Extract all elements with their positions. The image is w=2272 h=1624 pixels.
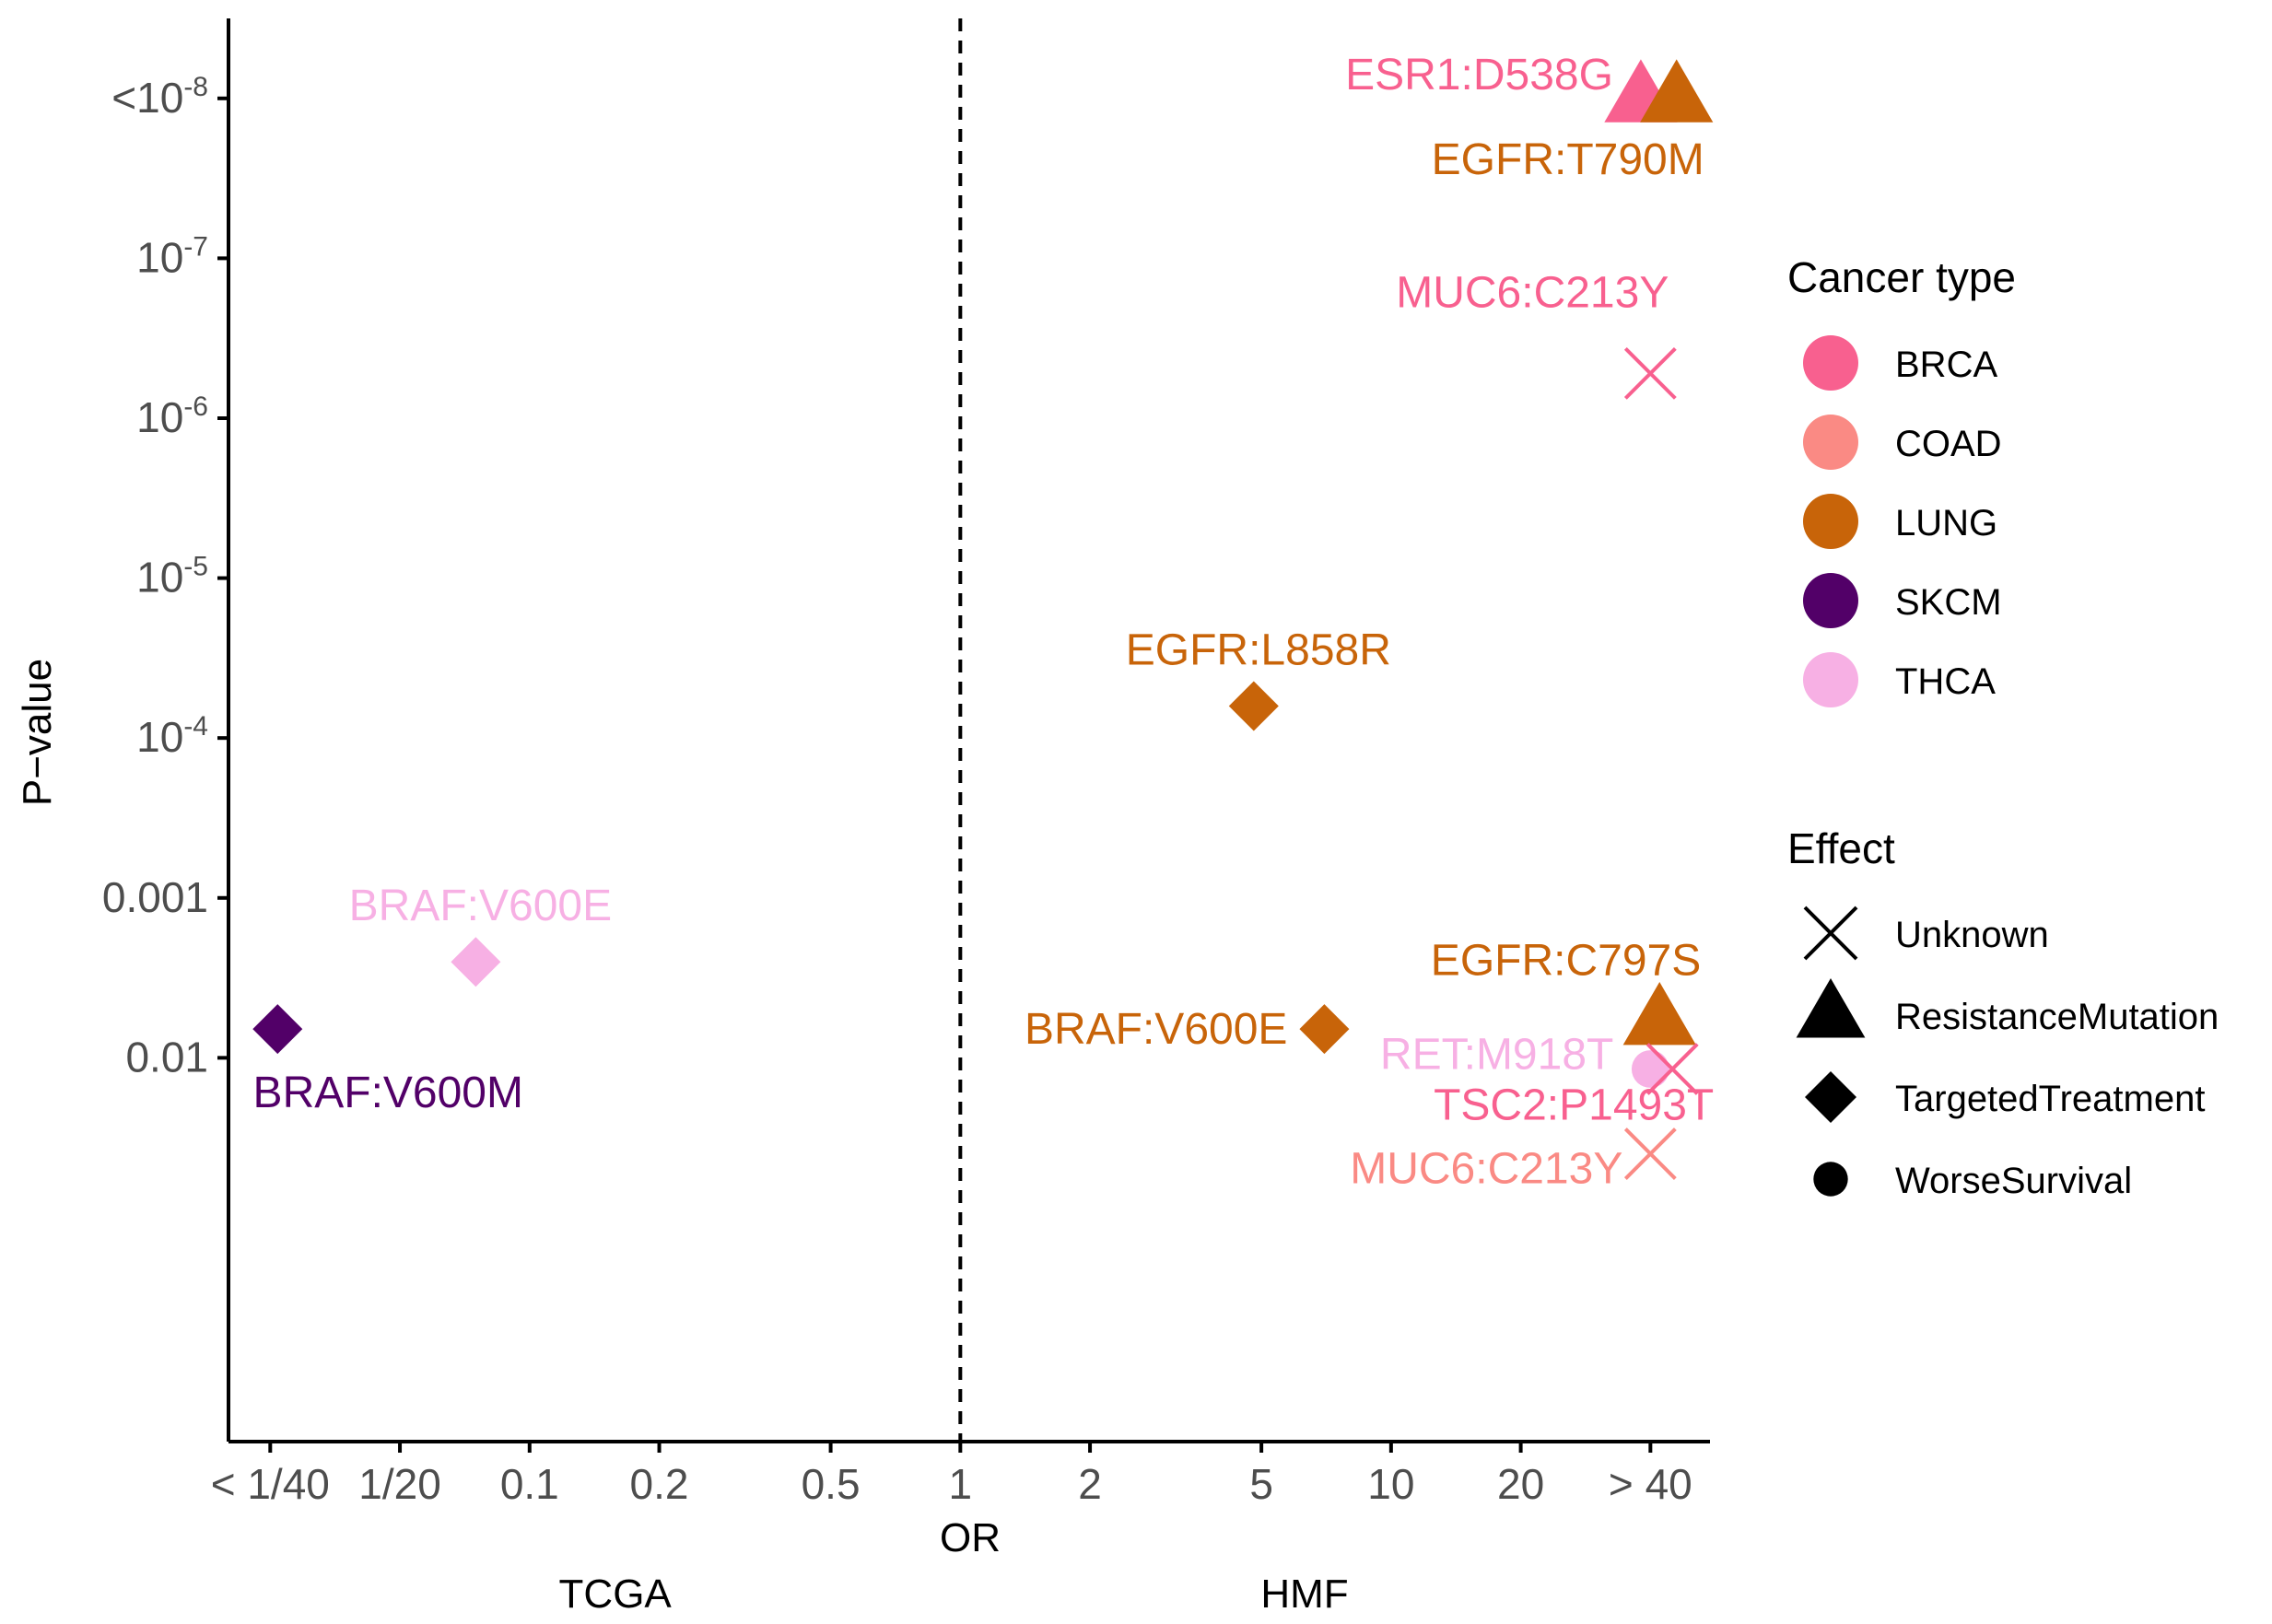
point-label: BRAF:V600M bbox=[253, 1069, 523, 1117]
legend-label: WorseSurvival bbox=[1895, 1161, 2132, 1201]
point-label: TSC2:P1493T bbox=[1434, 1081, 1714, 1130]
legend-label: SKCM bbox=[1895, 582, 2002, 623]
point-egfr-c797s bbox=[1622, 982, 1696, 1046]
x-tick-label: > 40 bbox=[1609, 1460, 1692, 1508]
x-tick-label: 2 bbox=[1078, 1460, 1102, 1508]
y-ticks: <10-8 10-7 10-6 10-5 10-4 0.001 0.01 bbox=[102, 72, 228, 1081]
x-tick-label: 0.5 bbox=[802, 1460, 861, 1508]
point-label: BRAF:V600E bbox=[349, 882, 612, 930]
legend-key-lung bbox=[1803, 494, 1858, 549]
point-labels: ESR1:D538G EGFR:T790M MUC6:C213Y EGFR:L858R… bbox=[253, 51, 1715, 1194]
legend-effect: Effect Unknown ResistanceMutation Targeted… bbox=[1787, 824, 2219, 1201]
legend-label: BRCA bbox=[1895, 345, 1997, 385]
legend-key-brca bbox=[1803, 335, 1858, 391]
point-label: EGFR:T790M bbox=[1432, 135, 1704, 184]
point-muc6-c213y bbox=[1623, 346, 1677, 400]
legend-label: ResistanceMutation bbox=[1895, 997, 2219, 1037]
legend-label: LUNG bbox=[1895, 503, 1997, 543]
legend-cancer-title: Cancer type bbox=[1787, 253, 2016, 301]
y-tick-label: 10-6 bbox=[136, 391, 208, 441]
y-tick-label: 10-7 bbox=[136, 231, 208, 281]
legend-label: COAD bbox=[1895, 424, 2002, 464]
legend-key-thca bbox=[1803, 652, 1858, 707]
group-labels: TCGA HMF bbox=[559, 1571, 1349, 1617]
point-muc6-c213y bbox=[1623, 1127, 1677, 1180]
group-label-hmf: HMF bbox=[1260, 1571, 1348, 1617]
x-tick-label: 10 bbox=[1367, 1460, 1414, 1508]
point-egfr-l858r bbox=[1228, 681, 1279, 731]
y-tick-label: 10-5 bbox=[136, 552, 208, 602]
y-tick-label: 10-4 bbox=[136, 711, 208, 761]
point-ret-m918t bbox=[1631, 1050, 1669, 1088]
x-tick-label: 1 bbox=[949, 1460, 973, 1508]
point-label: MUC6:C213Y bbox=[1396, 268, 1669, 317]
group-label-tcga: TCGA bbox=[559, 1571, 673, 1617]
point-egfr-t790m bbox=[1640, 59, 1714, 123]
legend-label: THCA bbox=[1895, 661, 1996, 702]
data-points bbox=[252, 59, 1714, 1180]
y-tick-label: 0.001 bbox=[102, 873, 208, 921]
x-axis-title: OR bbox=[940, 1515, 1001, 1560]
legend-key-worsesurvival bbox=[1813, 1162, 1848, 1197]
legend-label: Unknown bbox=[1895, 915, 2049, 955]
x-tick-label: 5 bbox=[1249, 1460, 1273, 1508]
legend-effect-title: Effect bbox=[1787, 824, 1895, 872]
point-braf-v600e bbox=[451, 937, 501, 987]
point-label: RET:M918T bbox=[1380, 1031, 1613, 1080]
legend-cancer-type: Cancer type BRCA COAD LUNG SKCM THCA bbox=[1787, 253, 2016, 707]
legend-key-skcm bbox=[1803, 573, 1858, 628]
point-label: BRAF:V600E bbox=[1025, 1005, 1287, 1054]
point-braf-v600e bbox=[1299, 1004, 1350, 1055]
x-tick-label: 1/20 bbox=[358, 1460, 441, 1508]
legend-key-coad bbox=[1803, 415, 1858, 470]
x-tick-label: 0.2 bbox=[630, 1460, 689, 1508]
legend-key-resistancemutation bbox=[1796, 977, 1866, 1038]
legend-key-unknown bbox=[1803, 905, 1858, 961]
point-tsc2-p1493t bbox=[1645, 1043, 1699, 1095]
point-label: EGFR:L858R bbox=[1126, 625, 1391, 674]
legend-label: TargetedTreatment bbox=[1895, 1079, 2205, 1119]
y-tick-label: <10-8 bbox=[111, 72, 208, 122]
point-label: ESR1:D538G bbox=[1345, 51, 1613, 99]
x-tick-label: < 1/40 bbox=[211, 1460, 330, 1508]
legend-key-targetedtreatment bbox=[1805, 1071, 1856, 1123]
x-tick-label: 0.1 bbox=[500, 1460, 559, 1508]
axes bbox=[227, 18, 1710, 1443]
point-label: MUC6:C213Y bbox=[1350, 1145, 1622, 1194]
point-braf-v600m bbox=[252, 1004, 303, 1055]
x-ticks: < 1/40 1/20 0.1 0.2 0.5 1 2 5 10 20 > 40 bbox=[211, 1442, 1692, 1508]
point-label: EGFR:C797S bbox=[1431, 936, 1701, 985]
x-tick-label: 20 bbox=[1497, 1460, 1544, 1508]
y-axis-title: P−value bbox=[15, 659, 60, 806]
y-tick-label: 0.01 bbox=[125, 1033, 208, 1081]
